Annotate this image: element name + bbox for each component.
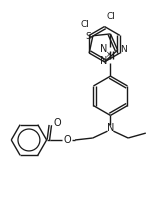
Text: Cl: Cl	[107, 12, 116, 21]
Text: O: O	[54, 118, 61, 128]
Text: Cl: Cl	[81, 21, 90, 29]
Text: N: N	[100, 56, 107, 66]
Text: N: N	[120, 45, 127, 53]
Text: N: N	[100, 44, 107, 54]
Text: S: S	[85, 32, 91, 41]
Text: N: N	[107, 123, 114, 133]
Text: O: O	[63, 135, 71, 145]
Text: ×: ×	[106, 51, 113, 59]
